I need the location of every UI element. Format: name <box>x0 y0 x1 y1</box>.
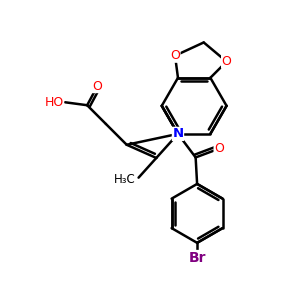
Text: H₃C: H₃C <box>114 172 136 186</box>
Text: O: O <box>222 55 232 68</box>
Text: Br: Br <box>188 250 206 265</box>
Text: O: O <box>92 80 102 93</box>
Text: O: O <box>170 49 180 62</box>
Text: O: O <box>214 142 224 155</box>
Text: HO: HO <box>44 96 64 109</box>
Text: N: N <box>172 128 184 140</box>
